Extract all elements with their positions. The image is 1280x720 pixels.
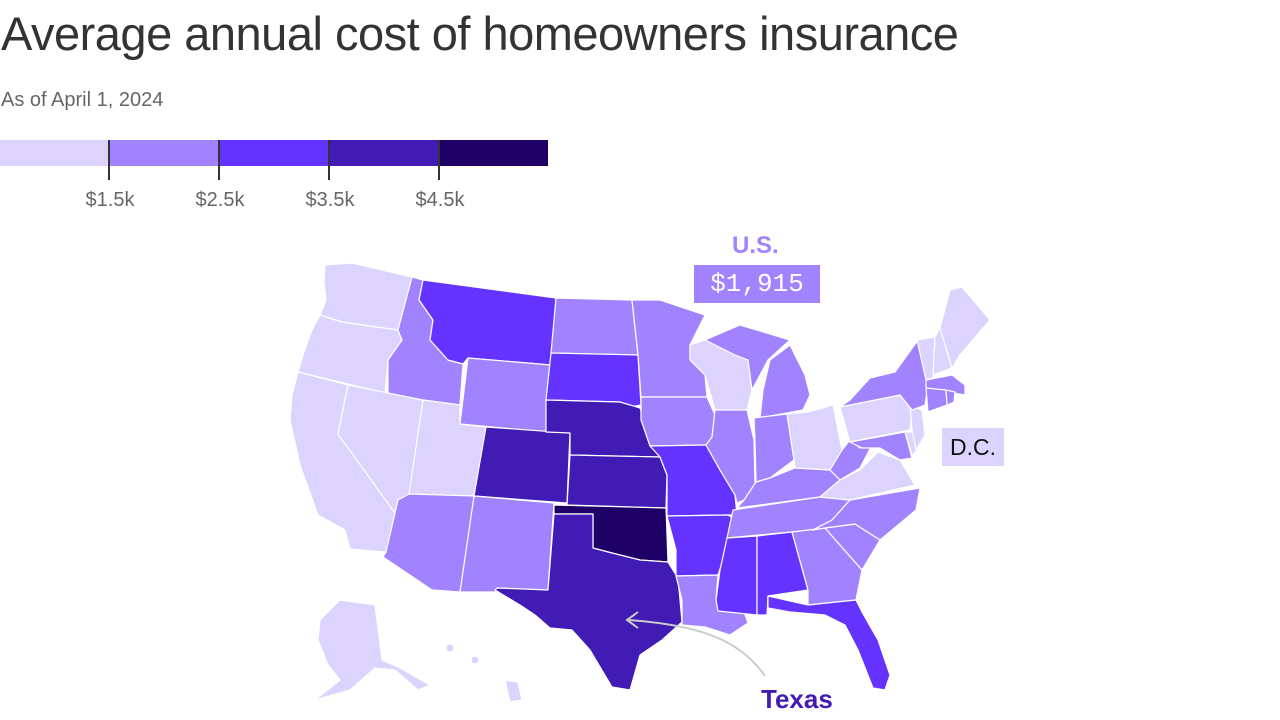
state-HI-island[interactable]	[445, 643, 455, 653]
legend-bin-1	[0, 140, 110, 166]
state-NC[interactable]	[812, 487, 921, 541]
legend-tick-label: $3.5k	[305, 189, 355, 211]
state-SD[interactable]	[545, 352, 642, 408]
state-RI[interactable]	[945, 389, 956, 406]
texas-label: Texas	[761, 684, 833, 714]
state-ND[interactable]	[550, 297, 639, 356]
page-title: Average annual cost of homeowners insura…	[1, 7, 959, 60]
dc-label[interactable]: D.C.	[942, 428, 1004, 466]
state-OH[interactable]	[786, 404, 843, 471]
legend-bin-4	[328, 140, 439, 166]
state-NM[interactable]	[459, 495, 555, 593]
legend-tick-label: $4.5k	[415, 189, 465, 211]
state-CO[interactable]	[473, 426, 571, 504]
legend-tick	[438, 140, 440, 180]
us-average-value: $1,915	[694, 265, 820, 303]
legend-tick	[108, 140, 110, 180]
state-NJ[interactable]	[909, 404, 926, 451]
state-TX[interactable]	[494, 513, 683, 691]
state-MI-lower[interactable]	[759, 344, 811, 419]
state-AZ[interactable]	[382, 493, 476, 593]
legend-bin-3	[219, 140, 329, 166]
state-AK[interactable]	[314, 599, 431, 701]
us-average-label: U.S.	[732, 232, 779, 259]
legend-bin-2	[109, 140, 220, 166]
state-IL[interactable]	[705, 409, 756, 504]
legend-tick-label: $2.5k	[195, 189, 245, 211]
texas-arrow	[627, 619, 766, 677]
state-MI[interactable]	[704, 324, 791, 391]
state-VT[interactable]	[916, 336, 936, 381]
state-LA[interactable]	[675, 574, 749, 636]
legend-tick	[218, 140, 220, 180]
state-WY[interactable]	[459, 357, 552, 433]
state-ME[interactable]	[939, 286, 991, 369]
legend-bin-5	[438, 140, 548, 166]
state-HI-island[interactable]	[470, 655, 480, 665]
legend-tick-label: $1.5k	[85, 189, 135, 211]
legend-bar	[0, 140, 548, 166]
state-IA[interactable]	[640, 396, 716, 447]
legend-tick	[328, 140, 330, 180]
state-HI[interactable]	[504, 679, 523, 703]
state-MA[interactable]	[925, 374, 966, 396]
arrow-head-icon	[625, 611, 639, 629]
color-legend	[0, 140, 548, 220]
state-DE[interactable]	[904, 431, 919, 456]
subtitle: As of April 1, 2024	[1, 89, 164, 111]
state-FL[interactable]	[767, 595, 891, 691]
state-KS[interactable]	[566, 454, 668, 509]
state-CT[interactable]	[925, 387, 948, 413]
